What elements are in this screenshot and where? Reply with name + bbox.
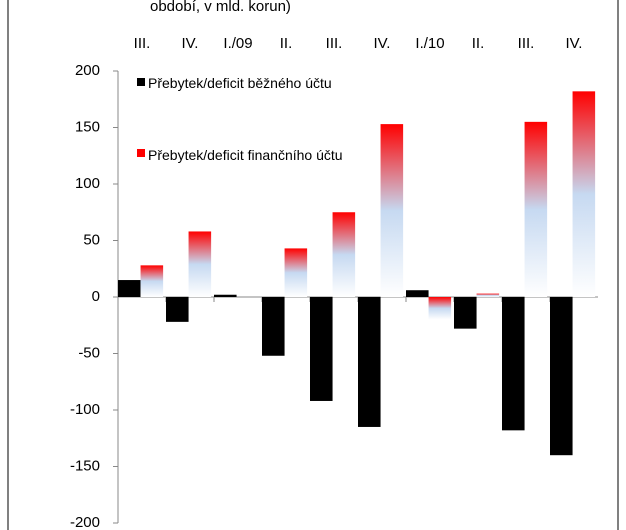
- y-tick-label: 0: [92, 288, 100, 305]
- chart-title: období, v mld. korun): [150, 0, 291, 15]
- bar: [262, 297, 285, 356]
- bar: [406, 290, 429, 297]
- y-tick-label: 200: [75, 62, 100, 79]
- y-tick-label: 100: [75, 175, 100, 192]
- legend-label: Přebytek/deficit finančního účtu: [148, 147, 343, 163]
- bar: [454, 297, 477, 329]
- legend-label: Přebytek/deficit běžného účtu: [148, 75, 332, 91]
- bar: [166, 297, 189, 322]
- x-tick-label: I./10: [415, 35, 444, 52]
- legend-swatch: [137, 78, 145, 86]
- x-tick-label: II.: [280, 35, 293, 52]
- bar: [502, 297, 525, 431]
- bar: [118, 280, 141, 297]
- x-tick-label: III.: [134, 35, 151, 52]
- x-tick-label: II.: [472, 35, 485, 52]
- bar: [428, 297, 452, 320]
- y-tick-label: 150: [75, 118, 100, 135]
- y-tick-label: 50: [83, 231, 100, 248]
- x-tick-label: IV.: [182, 35, 199, 52]
- bar: [188, 231, 212, 297]
- bar: [524, 121, 548, 297]
- x-tick-label: IV.: [374, 35, 391, 52]
- bar: [572, 91, 596, 297]
- x-tick-label: IV.: [566, 35, 583, 52]
- bar: [284, 248, 308, 297]
- bar: [214, 294, 237, 297]
- y-tick-label: -200: [70, 514, 100, 530]
- x-tick-label: III.: [326, 35, 343, 52]
- bar: [380, 124, 404, 297]
- bar: [358, 297, 381, 427]
- y-tick-label: -100: [70, 401, 100, 418]
- legend-swatch: [137, 149, 145, 157]
- bar: [476, 293, 500, 297]
- y-tick-label: -150: [70, 457, 100, 474]
- y-tick-label: -50: [78, 344, 100, 361]
- x-tick-label: III.: [518, 35, 535, 52]
- bar: [310, 297, 333, 401]
- bar: [140, 265, 164, 297]
- bar: [332, 212, 356, 297]
- x-tick-label: I./09: [223, 35, 252, 52]
- frame: [7, 0, 619, 530]
- bar: [550, 297, 573, 456]
